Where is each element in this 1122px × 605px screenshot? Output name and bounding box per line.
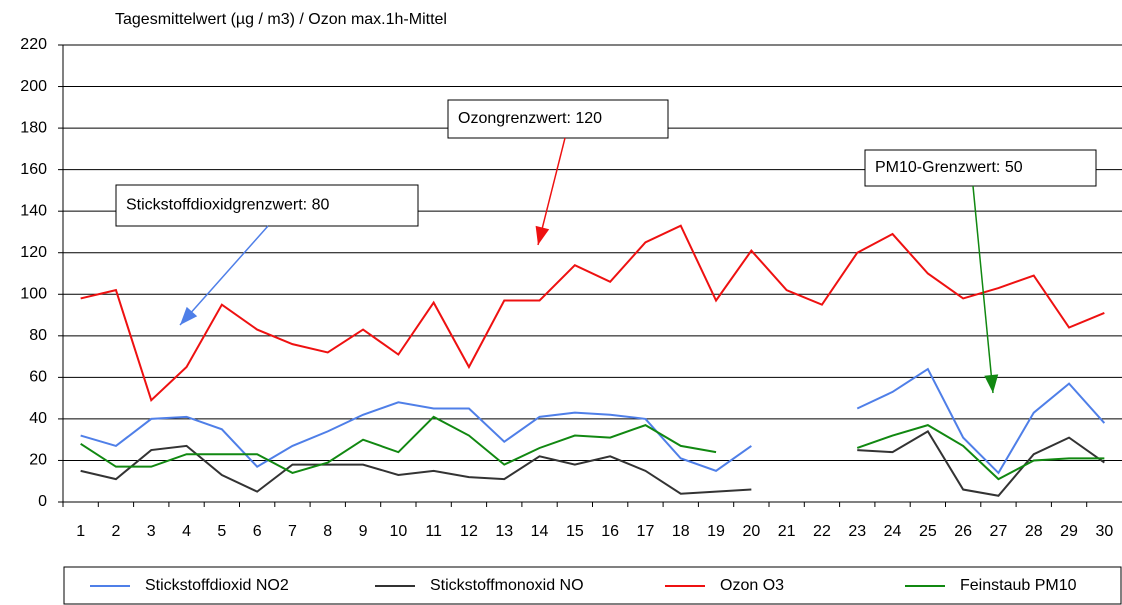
arrow-head <box>535 225 550 245</box>
x-tick-label: 10 <box>389 523 407 540</box>
y-tick-label: 60 <box>29 369 47 386</box>
annotation-arrow <box>972 185 994 394</box>
legend-label: Stickstoffmonoxid NO <box>430 577 584 594</box>
x-tick-label: 21 <box>778 523 796 540</box>
x-tick-label: 20 <box>742 523 760 540</box>
y-tick-label: 140 <box>20 202 47 219</box>
annotation-box <box>115 184 419 227</box>
y-tick-label: 0 <box>38 493 47 510</box>
legend-label: Feinstaub PM10 <box>960 577 1077 594</box>
annotation-text: Stickstoffdioxidgrenzwert: 80 <box>126 197 329 214</box>
annotation-arrow <box>537 137 566 246</box>
x-tick-label: 17 <box>637 523 655 540</box>
y-tick-label: 160 <box>20 161 47 178</box>
x-tick-label: 22 <box>813 523 831 540</box>
x-tick-label: 7 <box>288 523 297 540</box>
x-tick-label: 6 <box>253 523 262 540</box>
series-line <box>80 415 1105 481</box>
x-tick-label: 13 <box>495 523 513 540</box>
x-tick-label: 14 <box>531 523 549 540</box>
x-tick-label: 4 <box>182 523 191 540</box>
y-tick-label: 20 <box>29 452 47 469</box>
x-tick-label: 19 <box>707 523 725 540</box>
annotation-text: Ozongrenzwert: 120 <box>458 110 602 127</box>
x-tick-label: 3 <box>147 523 156 540</box>
x-tick-label: 23 <box>848 523 866 540</box>
y-tick-label: 40 <box>29 410 47 427</box>
chart-title: Tagesmittelwert (µg / m3) / Ozon max.1h-… <box>115 11 447 28</box>
x-tick-label: 8 <box>323 523 332 540</box>
x-tick-label: 1 <box>76 523 85 540</box>
y-tick-label: 80 <box>29 327 47 344</box>
y-tick-label: 200 <box>20 78 47 95</box>
legend-label: Ozon O3 <box>720 577 784 594</box>
series-line <box>80 224 1105 403</box>
y-tick-label: 120 <box>20 244 47 261</box>
annotation-box <box>864 149 1097 187</box>
x-tick-label: 9 <box>359 523 368 540</box>
y-tick-label: 220 <box>20 36 47 53</box>
x-tick-label: 2 <box>111 523 120 540</box>
annotation-arrow <box>179 225 269 326</box>
y-tick-label: 100 <box>20 285 47 302</box>
x-tick-label: 18 <box>672 523 690 540</box>
x-tick-label: 30 <box>1095 523 1113 540</box>
y-tick-label: 180 <box>20 119 47 136</box>
x-tick-label: 29 <box>1060 523 1078 540</box>
x-tick-label: 16 <box>601 523 619 540</box>
x-tick-label: 25 <box>919 523 937 540</box>
annotation-box <box>447 99 669 139</box>
x-tick-label: 24 <box>884 523 902 540</box>
arrow-head <box>984 374 999 393</box>
series-line <box>80 430 1105 497</box>
annotation-text: PM10-Grenzwert: 50 <box>875 159 1023 176</box>
x-tick-label: 28 <box>1025 523 1043 540</box>
series-line <box>80 367 1106 475</box>
x-tick-label: 11 <box>425 523 442 540</box>
legend-label: Stickstoffdioxid NO2 <box>145 577 289 594</box>
x-tick-label: 15 <box>566 523 584 540</box>
x-tick-label: 27 <box>990 523 1008 540</box>
x-tick-label: 26 <box>954 523 972 540</box>
x-tick-label: 5 <box>217 523 226 540</box>
arrow-head <box>180 306 198 325</box>
x-tick-label: 12 <box>460 523 478 540</box>
